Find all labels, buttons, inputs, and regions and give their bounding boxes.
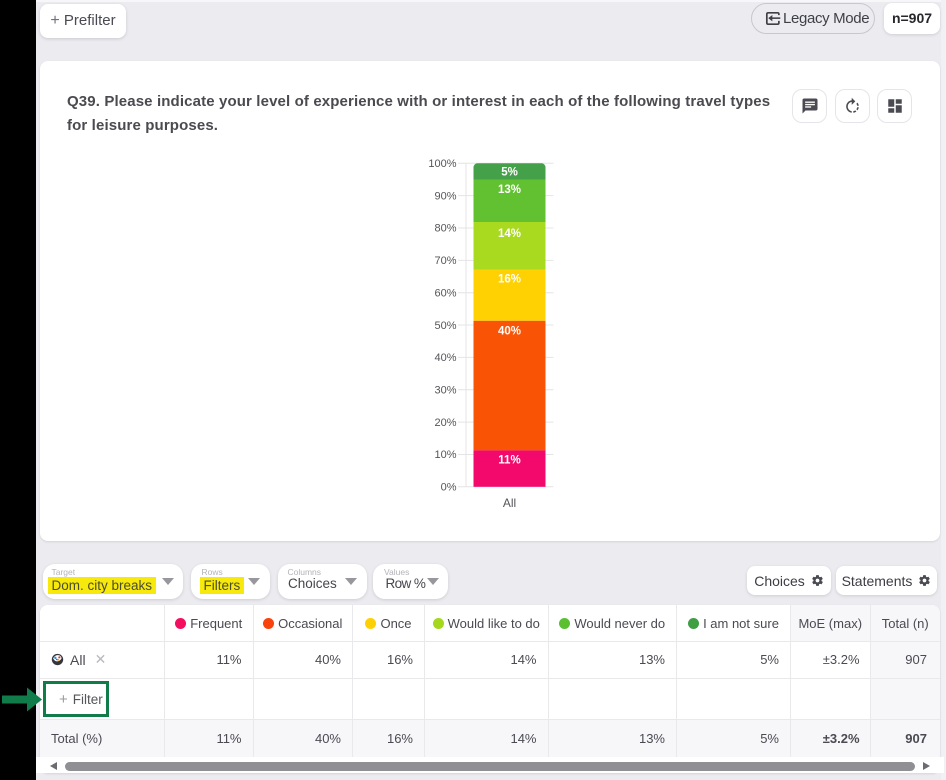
svg-text:20%: 20%	[434, 417, 456, 429]
svg-text:100%: 100%	[428, 158, 456, 170]
svg-text:80%: 80%	[434, 223, 456, 235]
svg-text:40%: 40%	[434, 352, 456, 364]
svg-text:30%: 30%	[434, 384, 456, 396]
svg-text:70%: 70%	[434, 255, 456, 267]
svg-text:0%: 0%	[441, 482, 457, 494]
svg-text:13%: 13%	[498, 184, 521, 196]
svg-text:14%: 14%	[498, 228, 521, 240]
svg-text:60%: 60%	[434, 287, 456, 299]
svg-text:All: All	[503, 496, 516, 510]
svg-text:50%: 50%	[434, 320, 456, 332]
svg-text:11%: 11%	[498, 455, 520, 467]
svg-text:5%: 5%	[501, 167, 518, 179]
svg-text:40%: 40%	[498, 326, 521, 338]
svg-text:90%: 90%	[434, 190, 456, 202]
svg-text:10%: 10%	[434, 449, 456, 461]
svg-text:16%: 16%	[498, 274, 521, 286]
